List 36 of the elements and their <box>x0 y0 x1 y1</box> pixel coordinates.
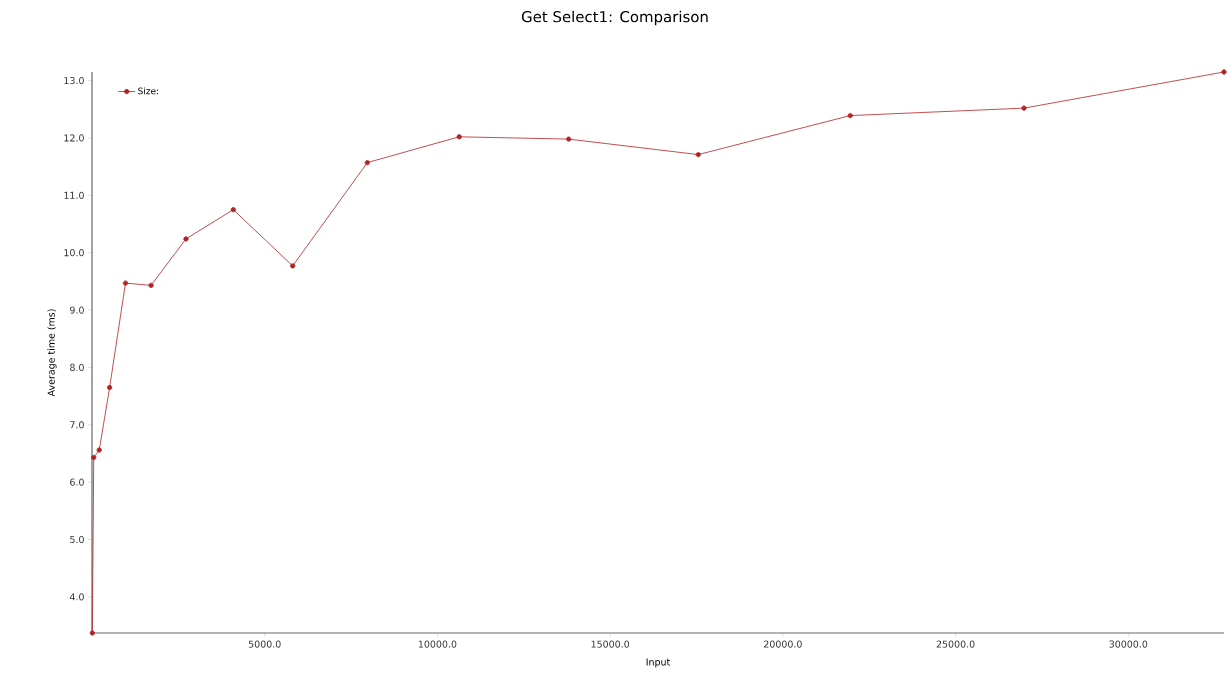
point <box>1021 105 1027 111</box>
point <box>148 282 154 288</box>
x-tick-label: 20000.0 <box>763 640 802 648</box>
x-tick-label: 30000.0 <box>1109 640 1148 648</box>
point <box>290 263 296 269</box>
y-tick-label: 5.0 <box>70 535 84 544</box>
y-tick-label: 7.0 <box>70 421 84 429</box>
point <box>695 151 701 158</box>
y-tick-label: 12.0 <box>64 134 84 142</box>
point <box>89 630 95 636</box>
point <box>847 112 853 119</box>
y-tick-label: 9.0 <box>70 306 84 314</box>
y-tick-label: 11.0 <box>64 191 84 199</box>
point <box>1221 69 1227 75</box>
y-tick-label: 10.0 <box>64 249 84 257</box>
y-tick-label: 13.0 <box>64 77 84 85</box>
y-tick-label: 4.0 <box>69 593 84 601</box>
x-tick-label: 5000.0 <box>248 640 281 648</box>
y-tick-label: 8.0 <box>70 363 84 371</box>
point <box>364 160 370 166</box>
x-tick-label: 10000.0 <box>418 640 457 648</box>
x-tick-label: 25000.0 <box>936 640 975 648</box>
point <box>566 136 572 142</box>
point <box>456 134 462 140</box>
x-tick-label: 15000.0 <box>591 640 630 648</box>
point <box>122 280 129 286</box>
y-tick-label: 6.0 <box>70 478 84 486</box>
y-axis-title: Average time (ms) <box>47 309 57 397</box>
point <box>96 447 102 453</box>
chart-title: Get Select1: Comparison <box>521 10 708 26</box>
point <box>230 207 236 213</box>
point <box>91 454 97 461</box>
x-axis-title: Input <box>646 658 671 668</box>
legend-label: Size: <box>138 87 159 95</box>
point <box>107 384 113 391</box>
point <box>183 236 189 242</box>
